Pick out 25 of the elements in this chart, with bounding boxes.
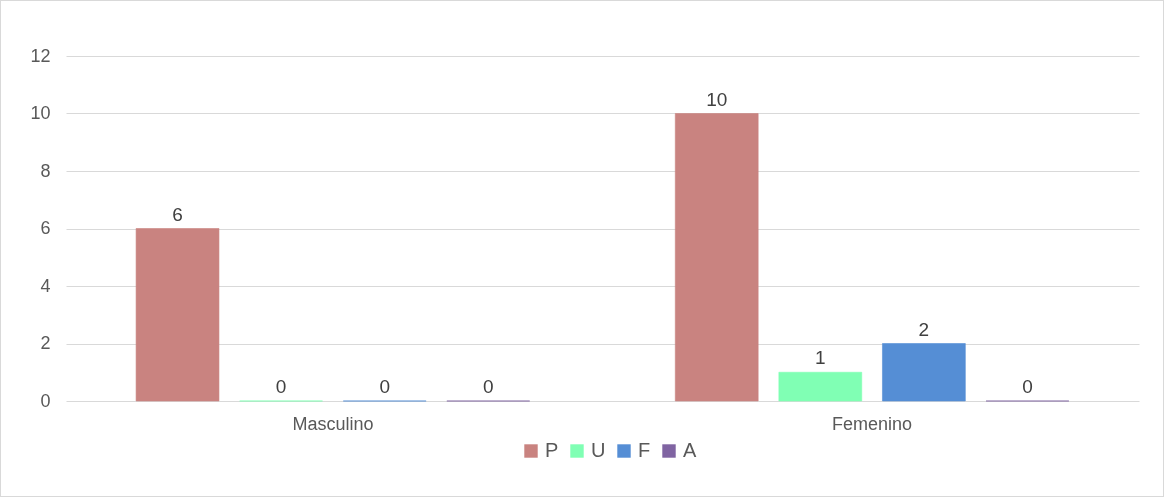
- y-tick-label: 8: [40, 160, 51, 181]
- bar: [135, 228, 220, 402]
- y-tick-label: 0: [40, 390, 51, 411]
- y-tick-label: 10: [30, 103, 51, 123]
- legend-label: A: [683, 439, 697, 461]
- data-label: 10: [706, 88, 728, 110]
- bar: [778, 371, 863, 402]
- bar: [674, 113, 759, 402]
- y-tick-label: 12: [30, 45, 51, 66]
- bar: [882, 343, 966, 402]
- y-tick-label: 4: [40, 275, 51, 296]
- legend-label: U: [591, 439, 606, 461]
- data-label: 0: [482, 376, 494, 397]
- data-label: 2: [918, 318, 930, 340]
- x-tick-label: Masculino: [292, 413, 374, 434]
- data-label: 0: [275, 376, 287, 397]
- data-label: 1: [815, 347, 826, 369]
- y-tick-label: 2: [40, 333, 51, 353]
- data-label: 0: [1022, 376, 1033, 397]
- data-label: 0: [379, 376, 390, 397]
- data-label: 6: [172, 203, 183, 225]
- legend-label: F: [638, 439, 651, 461]
- x-tick-label: Femenino: [832, 413, 913, 434]
- legend-label: P: [545, 439, 559, 461]
- y-tick-label: 6: [40, 218, 51, 238]
